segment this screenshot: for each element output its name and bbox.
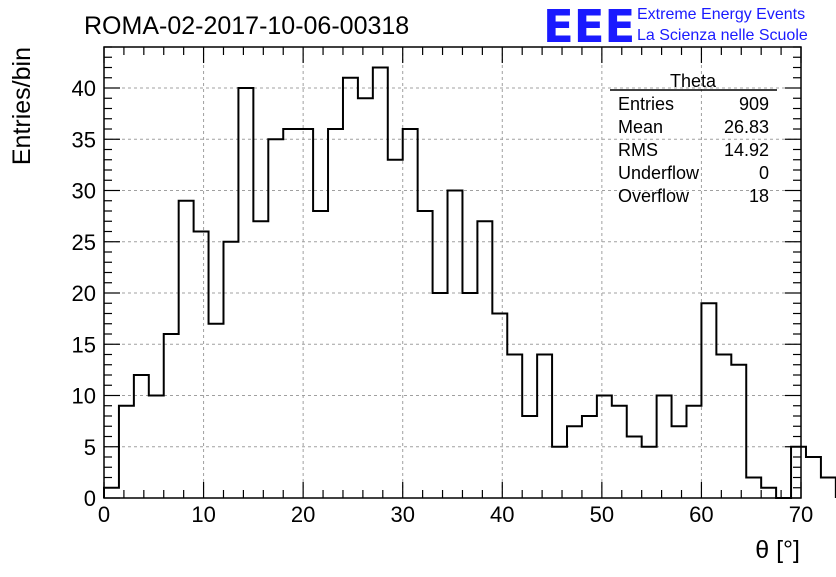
x-tick-label: 30 xyxy=(390,502,414,527)
x-tick-label: 50 xyxy=(590,502,614,527)
x-tick-label: 40 xyxy=(490,502,514,527)
stats-box-title: Theta xyxy=(670,71,717,91)
plot-frame xyxy=(103,46,802,499)
y-tick-label: 0 xyxy=(84,486,96,511)
y-tick-label: 30 xyxy=(72,179,96,204)
x-tick-label: 20 xyxy=(291,502,315,527)
stats-row-label: RMS xyxy=(618,140,658,160)
y-tick-label: 35 xyxy=(72,127,96,152)
brand-line-2: La Scienza nelle Scuole xyxy=(637,27,808,44)
x-tick-label: 10 xyxy=(191,502,215,527)
y-axis-label: Entries/bin xyxy=(8,47,36,165)
y-tick-label: 15 xyxy=(72,332,96,357)
stats-row-label: Mean xyxy=(618,117,663,137)
x-tick-labels: 0 10 20 30 40 50 60 70 xyxy=(98,502,813,527)
eee-logo: EEE xyxy=(543,0,635,53)
stats-row-value: 14.92 xyxy=(724,140,769,160)
axis-ticks xyxy=(103,46,802,499)
y-tick-label: 20 xyxy=(72,281,96,306)
x-tick-label: 70 xyxy=(789,502,813,527)
y-tick-label: 40 xyxy=(72,76,96,101)
stats-row-value: 0 xyxy=(759,163,769,183)
stats-row-value: 909 xyxy=(739,94,769,114)
stats-row-label: Underflow xyxy=(618,163,700,183)
x-tick-label: 60 xyxy=(689,502,713,527)
stats-row-value: 18 xyxy=(749,186,769,206)
stats-box-rows: Entries 909 Mean 26.83 RMS 14.92 Underflow 0 Ove… xyxy=(618,94,769,206)
stats-box: Theta Entries 909 Mean 26.83 RMS 14.92 Underfl… xyxy=(610,71,777,206)
y-tick-labels: 0 5 10 15 20 25 30 35 40 xyxy=(72,76,96,511)
x-axis-label: θ [°] xyxy=(755,536,800,564)
x-tick-label: 0 xyxy=(98,502,110,527)
stats-row-value: 26.83 xyxy=(724,117,769,137)
y-tick-label: 25 xyxy=(72,230,96,255)
stats-row-label: Overflow xyxy=(618,186,690,206)
y-tick-label: 10 xyxy=(72,384,96,409)
stats-row-label: Entries xyxy=(618,94,674,114)
brand-line-1: Extreme Energy Events xyxy=(637,6,805,23)
histogram-outline xyxy=(103,66,836,499)
y-tick-label: 5 xyxy=(84,435,96,460)
chart-title: ROMA-02-2017-10-06-00318 xyxy=(84,12,409,40)
